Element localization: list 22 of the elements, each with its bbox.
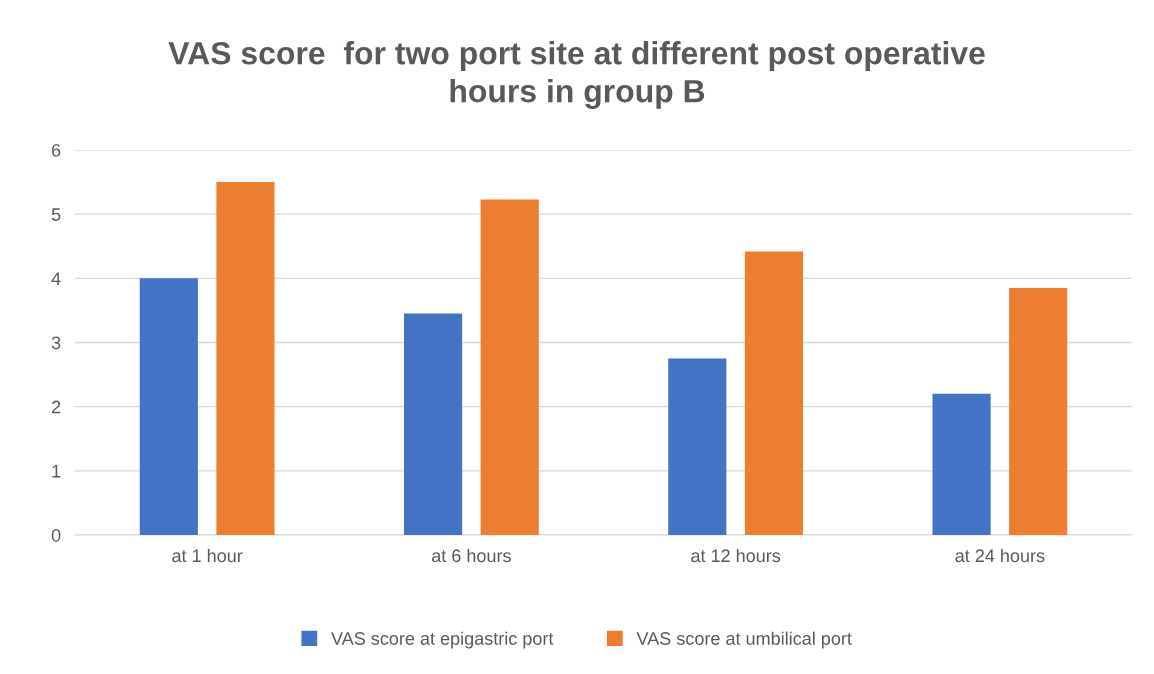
y-tick-label: 5 — [51, 208, 61, 221]
y-tick-label: 4 — [51, 272, 61, 285]
y-tick-label: 3 — [51, 336, 61, 350]
y-tick-label: 0 — [51, 528, 61, 542]
y-tick-label: 2 — [51, 400, 61, 414]
x-tick-label: at 12 hours — [691, 548, 781, 563]
bar — [932, 393, 991, 535]
bar — [1009, 287, 1068, 535]
y-tick-label: 6 — [51, 143, 61, 157]
y-tick-label: 1 — [52, 464, 61, 478]
x-tick-label: at 24 hours — [955, 548, 1045, 563]
bar — [403, 313, 463, 535]
bar — [139, 278, 198, 535]
bar — [480, 199, 539, 535]
x-tick-label: at 1 hour — [172, 548, 243, 563]
bar — [216, 182, 275, 535]
legend-label: VAS score at epigastric port — [331, 631, 554, 649]
bar — [744, 251, 804, 535]
chart-title: VAS score for two port site at different post operative hours in group B — [168, 41, 985, 109]
legend-label: VAS score at umbilical port — [636, 631, 852, 649]
bar — [668, 358, 727, 535]
x-tick-label: at 6 hours — [432, 548, 511, 563]
